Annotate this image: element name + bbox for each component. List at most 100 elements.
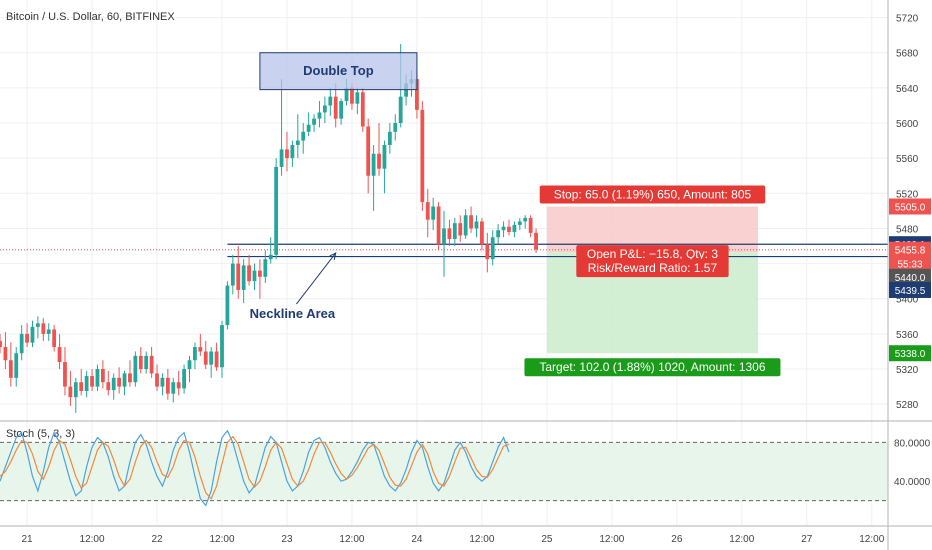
candle [84,370,89,398]
candle [149,347,154,378]
candle-body [382,144,387,169]
candle-body [442,228,446,245]
x-tick-label: 25 [541,534,553,545]
position-labels: Stop: 65.0 (1.19%) 650, Amount: 805 Open … [524,185,781,377]
price-tag-bg [889,241,931,258]
price-tag-text: 5440.0 [895,273,926,284]
price-tag-bg [889,281,931,298]
candle [241,259,246,304]
candle [52,325,57,352]
candle-body [274,166,279,255]
candle-body [333,96,338,119]
price-tag-bg [889,345,931,362]
candle [171,377,176,403]
candle [128,360,132,387]
candle [122,370,127,396]
double-top-label: Double Top [303,63,374,78]
x-tick-label: 21 [22,534,34,545]
pnl-label: Open P&L: −15.8, Qty: 3 [576,245,729,264]
y-tick-label: 5360 [896,330,919,341]
candle-body [176,382,181,389]
candle [198,333,203,356]
candle [247,254,251,286]
candle [447,219,452,247]
x-tick-label: 12:00 [469,534,494,545]
candle [19,325,24,361]
candle-body [469,215,473,229]
candle [46,323,51,341]
candle-body [355,92,360,104]
x-tick-label: 12:00 [339,534,364,545]
candle-body [79,382,84,392]
candle-body [30,326,35,343]
candle [517,217,522,231]
candle [214,342,219,371]
candle [485,232,490,273]
neckline-arrow [295,252,337,305]
candle [490,230,495,266]
candle [225,281,230,330]
candle [371,144,376,211]
candle [41,318,46,341]
candle-body [377,153,381,169]
candle-body [14,353,19,378]
candle-body [133,355,138,383]
candle-body [57,347,62,363]
candle-body [447,228,452,239]
candle-body [322,105,327,113]
candle [528,215,533,238]
candle [155,364,159,392]
candle-body [317,112,322,119]
candle-body [236,263,241,290]
candle [496,224,501,245]
candle-body [46,329,51,334]
price-tag-bg [889,255,931,272]
candle-body [263,259,268,277]
candle-body [155,373,159,387]
candle-body [490,237,495,260]
x-tick-label: 12:00 [859,534,884,545]
candle [290,140,295,167]
candle-body [452,223,457,239]
candle [100,360,105,389]
candle-body [214,351,219,368]
candle [295,114,300,159]
candle [463,209,468,239]
candle-body [301,131,306,141]
candle-body [290,144,295,159]
candle [236,246,241,299]
candle [387,123,392,154]
candle-body [463,215,468,236]
candle-body [528,217,533,233]
candle [339,98,344,125]
price-tag-bg [889,268,931,285]
candle [63,347,67,396]
candle-body [387,131,392,145]
price-tag: 5439.5 [889,281,931,298]
price-tag: 5338.0 [889,345,931,362]
y-tick-label: 5480 [896,224,919,235]
candle-body [52,329,57,348]
candle [382,140,387,194]
candle-body [517,221,522,225]
y-tick-label: 5520 [896,189,919,200]
candle-body [279,149,284,167]
candle [263,250,268,283]
candle-body [138,355,143,370]
candle-body [68,386,73,398]
candle-body [350,87,354,104]
candle [366,118,371,194]
y-tick-label: 5720 [896,14,919,25]
candle-body [25,333,29,343]
stoch-y-tick: 80.0000 [894,438,931,449]
candle [507,219,511,236]
candle-body [122,373,127,387]
candle [474,215,479,238]
stoch-y-tick: 40.0000 [894,477,931,488]
candle [534,228,538,254]
candle [501,221,506,238]
rr-label-text: Risk/Reward Ratio: 1.57 [588,261,718,275]
candle [425,188,430,238]
candle [274,158,279,260]
chart-title: Bitcoin / U.S. Dollar, 60, BITFINEX [6,11,175,23]
